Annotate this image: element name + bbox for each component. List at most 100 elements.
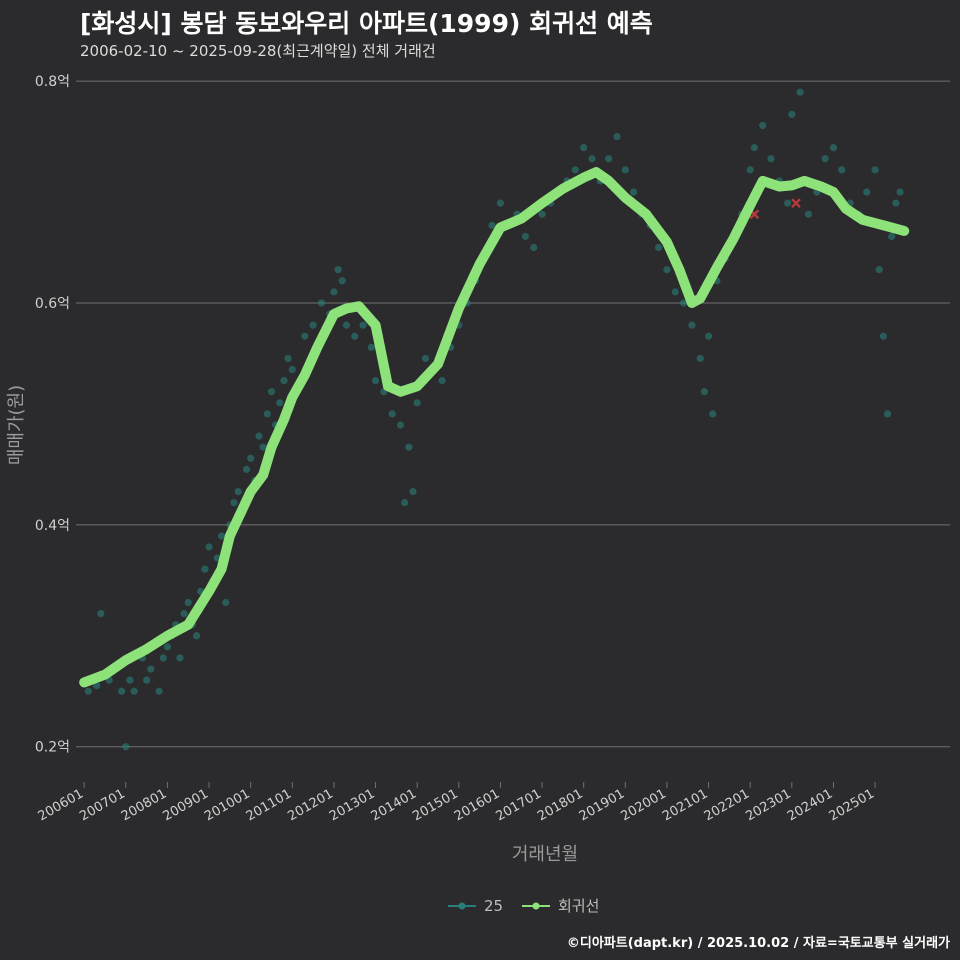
scatter-point-113 (796, 88, 804, 96)
scatter-point-123 (875, 266, 883, 274)
scatter-point-83 (571, 166, 579, 174)
scatter-point-88 (613, 132, 621, 141)
scatter-point-64 (413, 399, 421, 407)
y-tick-label-3: 0.8억 (35, 74, 70, 90)
scatter-point-59 (388, 410, 396, 418)
scatter-point-98 (696, 354, 704, 363)
legend-label-0: 25 (484, 897, 503, 915)
scatter-point-1 (93, 682, 101, 690)
x-tick-label-19: 202501 (827, 786, 877, 824)
scatter-point-73 (488, 221, 496, 229)
scatter-point-7 (126, 676, 134, 684)
scatter-point-51 (334, 266, 342, 274)
scatter-point-39 (267, 388, 276, 396)
x-tick-label-13: 201901 (577, 786, 627, 824)
scatter-point-31 (234, 487, 242, 496)
scatter-point-37 (259, 443, 267, 451)
scatter-point-34 (247, 454, 255, 462)
x-tick-label-12: 201801 (535, 786, 585, 824)
x-tick-label-11: 201701 (494, 786, 544, 824)
x-tick-label-7: 201301 (327, 786, 377, 824)
highlight-point-1 (791, 198, 801, 209)
scatter-point-63 (409, 487, 417, 496)
scatter-point-55 (359, 321, 367, 329)
scatter-point-52 (338, 277, 346, 285)
scatter-point-85 (588, 155, 596, 163)
y-tick-label-2: 0.6억 (35, 296, 70, 312)
x-tick-label-9: 201501 (410, 786, 460, 824)
scatter-point-79 (538, 210, 546, 218)
scatter-point-62 (405, 443, 413, 451)
scatter-point-112 (788, 110, 796, 118)
scatter-point-17 (176, 654, 184, 662)
scatter-point-95 (671, 288, 679, 296)
scatter-point-60 (396, 421, 405, 429)
scatter-point-6 (122, 743, 130, 751)
scatter-point-5 (118, 687, 126, 695)
x-tick-label-1: 200701 (77, 786, 127, 824)
x-tick-label-18: 202401 (785, 786, 835, 824)
scatter-point-41 (276, 399, 284, 407)
scatter-point-67 (438, 377, 446, 385)
scatter-point-36 (255, 432, 263, 440)
scatter-point-111 (784, 199, 792, 207)
scatter-point-18 (180, 609, 188, 618)
x-tick-label-5: 201101 (244, 786, 294, 824)
scatter-point-28 (222, 598, 230, 607)
x-tick-label-0: 200601 (36, 786, 86, 824)
scatter-point-84 (580, 144, 588, 152)
x-tick-label-10: 201601 (452, 786, 502, 824)
scatter-point-8 (130, 687, 138, 695)
scatter-point-38 (263, 410, 271, 418)
x-tick-label-2: 200801 (119, 786, 169, 824)
scatter-point-126 (888, 232, 896, 241)
scatter-point-24 (205, 543, 213, 551)
scatter-point-107 (750, 144, 758, 152)
scatter-point-101 (709, 410, 717, 418)
scatter-point-90 (630, 188, 638, 196)
scatter-point-125 (883, 410, 892, 418)
scatter-point-117 (829, 144, 838, 152)
scatter-point-77 (521, 232, 530, 241)
scatter-point-57 (371, 377, 380, 385)
scatter-point-53 (342, 321, 351, 329)
scatter-point-12 (155, 687, 163, 695)
scatter-point-13 (159, 654, 167, 662)
scatter-point-42 (280, 377, 288, 385)
scatter-point-2 (97, 609, 105, 618)
scatter-point-118 (838, 166, 846, 174)
scatter-point-0 (84, 687, 92, 695)
chart-subtitle: 2006-02-10 ~ 2025-09-28(최근계약일) 전체 거래건 (80, 42, 436, 60)
scatter-point-19 (184, 598, 192, 607)
scatter-point-43 (284, 354, 292, 363)
legend-label-1: 회귀선 (558, 897, 599, 915)
scatter-point-50 (330, 288, 338, 296)
scatter-point-65 (421, 354, 430, 363)
scatter-point-96 (679, 299, 688, 307)
scatter-point-61 (401, 499, 409, 507)
scatter-point-89 (621, 166, 629, 174)
x-tick-label-16: 202201 (702, 786, 752, 824)
scatter-point-109 (767, 155, 775, 163)
regression-line (79, 167, 910, 688)
scatter-point-106 (746, 166, 754, 174)
scatter-point-121 (863, 188, 871, 196)
scatter-point-122 (871, 166, 879, 174)
scatter-point-27 (217, 532, 226, 540)
x-tick-label-8: 201401 (369, 786, 419, 824)
scatter-point-10 (143, 676, 151, 684)
y-tick-label-0: 0.2억 (35, 740, 70, 756)
scatter-point-14 (163, 643, 172, 651)
y-axis-label: 매매가(원) (6, 385, 27, 465)
scatter-point-100 (704, 332, 713, 340)
scatter-point-47 (309, 321, 317, 329)
source-footer: ©디아파트(dapt.kr) / 2025.10.02 / 자료=국토교통부 실… (566, 936, 950, 951)
scatter-point-127 (892, 199, 900, 207)
scatter-point-124 (879, 332, 887, 340)
scatter-point-116 (821, 155, 829, 163)
scatter-point-74 (496, 199, 505, 207)
scatter-point-21 (192, 632, 201, 640)
y-tick-label-1: 0.4억 (35, 518, 70, 534)
scatter-point-48 (317, 299, 326, 307)
